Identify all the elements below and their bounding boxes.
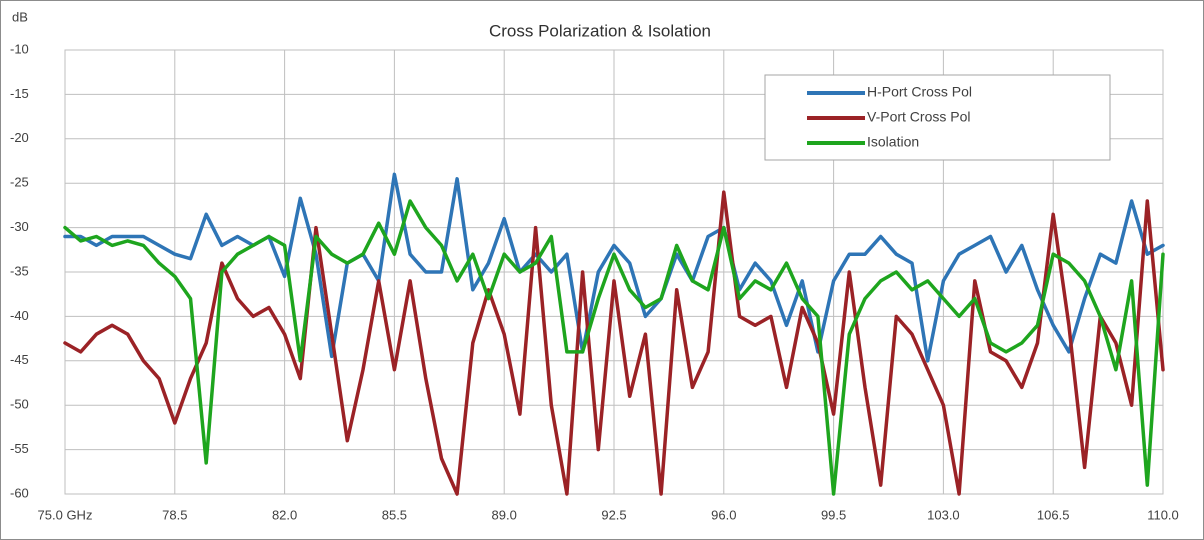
x-tick-label: 89.0 — [492, 507, 517, 522]
x-tick-label: 99.5 — [821, 507, 846, 522]
series-line — [63, 172, 1165, 363]
x-tick-label: 92.5 — [601, 507, 626, 522]
y-tick-label: -35 — [10, 263, 29, 278]
y-tick-label: -45 — [10, 352, 29, 367]
x-tick-label: 85.5 — [382, 507, 407, 522]
x-tick-label: 82.0 — [272, 507, 297, 522]
x-tick-label: 96.0 — [711, 507, 736, 522]
y-tick-label: -40 — [10, 308, 29, 323]
x-tick-label: 75.0 GHz — [38, 507, 93, 522]
x-tick-label: 106.5 — [1037, 507, 1070, 522]
series-line — [63, 190, 1165, 496]
y-axis-label: dB — [12, 9, 28, 24]
y-tick-label: -10 — [10, 41, 29, 56]
y-tick-label: -30 — [10, 219, 29, 234]
y-tick-label: -50 — [10, 397, 29, 412]
x-tick-label: 110.0 — [1147, 507, 1179, 522]
series-line — [63, 199, 1165, 496]
y-tick-label: -25 — [10, 175, 29, 190]
y-tick-label: -15 — [10, 86, 29, 101]
legend-label: Isolation — [867, 134, 919, 150]
x-tick-label: 78.5 — [162, 507, 187, 522]
x-tick-label: 103.0 — [927, 507, 960, 522]
legend-label: V-Port Cross Pol — [867, 109, 970, 125]
chart-title: Cross Polarization & Isolation — [489, 21, 711, 40]
y-tick-label: -55 — [10, 441, 29, 456]
legend-label: H-Port Cross Pol — [867, 84, 972, 100]
y-tick-label: -20 — [10, 130, 29, 145]
y-tick-label: -60 — [10, 485, 29, 500]
